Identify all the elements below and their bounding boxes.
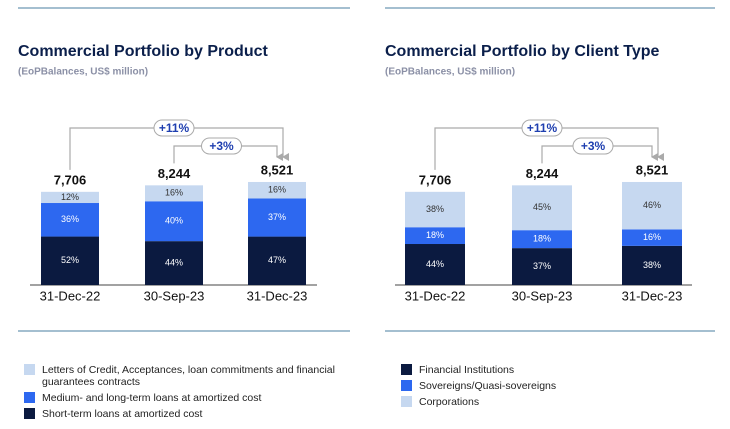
total-label: 8,244	[158, 166, 191, 181]
legend-swatch	[24, 392, 35, 403]
bar-segment	[622, 229, 682, 246]
total-label: 7,706	[419, 172, 452, 187]
bar-segment	[512, 248, 572, 285]
bar-segment	[512, 185, 572, 231]
segment-label: 16%	[165, 188, 183, 198]
legend-item: Corporations	[401, 396, 701, 408]
bar-segment	[145, 201, 203, 242]
x-tick-label: 31-Dec-22	[405, 288, 466, 303]
segment-label: 12%	[61, 192, 79, 202]
growth-label: +3%	[209, 139, 234, 153]
x-tick-label: 31-Dec-22	[40, 288, 101, 303]
legend-label: Short-term loans at amortized cost	[42, 408, 203, 420]
bar-segment	[622, 181, 682, 230]
growth-label: +11%	[527, 121, 558, 135]
growth-badge	[572, 137, 614, 155]
legend-item: Financial Institutions	[401, 364, 701, 376]
chart-title: Commercial Portfolio by Product	[18, 43, 268, 60]
legend-item: Short-term loans at amortized cost	[24, 408, 354, 420]
legend-item: Letters of Credit, Acceptances, loan com…	[24, 364, 354, 388]
x-tick-label: 31-Dec-23	[247, 288, 308, 303]
bar-segment	[405, 191, 465, 228]
segment-label: 36%	[61, 214, 79, 224]
chart-subtitle: (EoPBalances, US$ million)	[385, 67, 515, 78]
bar-segment	[405, 227, 465, 245]
legend-swatch	[24, 364, 35, 375]
x-tick-label: 30-Sep-23	[144, 288, 205, 303]
segment-label: 47%	[268, 255, 286, 265]
total-label: 8,244	[526, 166, 559, 181]
x-tick-label: 31-Dec-23	[622, 288, 683, 303]
legend-swatch	[401, 364, 412, 375]
growth-label: +3%	[581, 139, 606, 153]
bar-segment	[622, 245, 682, 285]
legend-swatch	[401, 396, 412, 407]
segment-label: 44%	[165, 257, 183, 267]
growth-badge	[521, 119, 563, 137]
legend-item: Sovereigns/Quasi-sovereigns	[401, 380, 701, 392]
legend-label: Medium- and long-term loans at amortized…	[42, 392, 262, 404]
bar-segment	[41, 203, 99, 237]
segment-label: 38%	[643, 260, 661, 270]
total-label: 8,521	[261, 162, 294, 177]
legend-label: Corporations	[419, 396, 480, 408]
segment-label: 46%	[643, 200, 661, 210]
legend-item: Medium- and long-term loans at amortized…	[24, 392, 354, 404]
legend-swatch	[401, 380, 412, 391]
total-label: 7,706	[54, 172, 87, 187]
segment-label: 16%	[643, 232, 661, 242]
segment-label: 44%	[426, 259, 444, 269]
growth-badge	[153, 119, 195, 137]
bar-segment	[405, 244, 465, 285]
legend: Financial Institutions Sovereigns/Quasi-s…	[401, 364, 701, 412]
segment-label: 38%	[426, 204, 444, 214]
segment-label: 18%	[533, 234, 551, 244]
bar-segment	[512, 230, 572, 249]
legend: Letters of Credit, Acceptances, loan com…	[24, 364, 354, 424]
segment-label: 16%	[268, 185, 286, 195]
legend-label: Sovereigns/Quasi-sovereigns	[419, 380, 557, 392]
growth-label: +11%	[159, 121, 190, 135]
bar-segment	[248, 198, 306, 237]
segment-label: 52%	[61, 255, 79, 265]
bar-segment	[145, 185, 203, 202]
x-tick-label: 30-Sep-23	[512, 288, 573, 303]
bar-segment	[248, 236, 306, 285]
legend-label: Financial Institutions	[419, 364, 515, 376]
segment-label: 37%	[268, 212, 286, 222]
chart-title: Commercial Portfolio by Client Type	[385, 43, 660, 60]
chart-subtitle: (EoPBalances, US$ million)	[18, 67, 148, 78]
total-label: 8,521	[636, 162, 669, 177]
segment-label: 37%	[533, 261, 551, 271]
segment-label: 45%	[533, 202, 551, 212]
bar-segment	[41, 236, 99, 285]
bar-segment	[41, 191, 99, 204]
legend-label: Letters of Credit, Acceptances, loan com…	[42, 364, 335, 388]
bar-segment	[248, 181, 306, 199]
growth-badge	[201, 137, 242, 155]
segment-label: 18%	[426, 230, 444, 240]
legend-swatch	[24, 408, 35, 419]
segment-label: 40%	[165, 216, 183, 226]
bar-segment	[145, 241, 203, 285]
